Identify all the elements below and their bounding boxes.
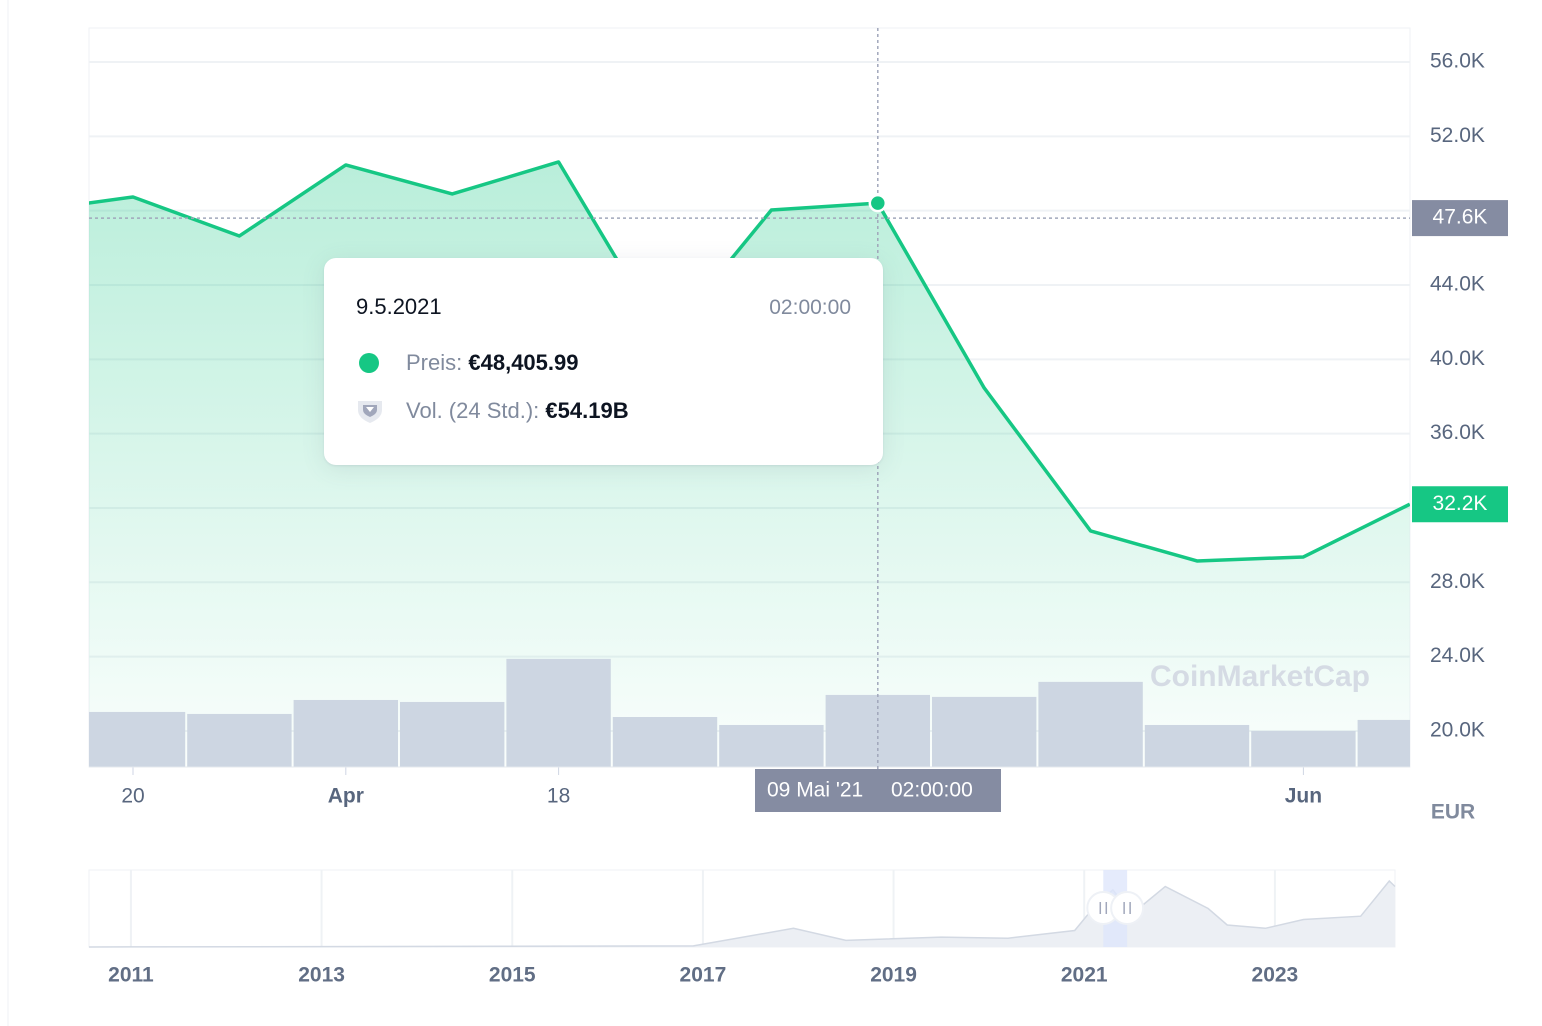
- navigator-year-label: 2017: [680, 964, 727, 987]
- volume-bar: [932, 696, 1037, 767]
- volume-bar: [293, 699, 398, 767]
- navigator-year-label: 2019: [870, 964, 917, 987]
- y-tick-label: 44.0K: [1430, 273, 1485, 296]
- y-tick-label: 52.0K: [1430, 124, 1485, 147]
- price-tag: [1412, 486, 1508, 523]
- crosshair-y-label: 47.6K: [1433, 206, 1488, 229]
- x-tick-label: Jun: [1285, 785, 1322, 808]
- navigator-year-label: 2015: [489, 964, 536, 987]
- volume-bar: [400, 701, 505, 767]
- volume-bar: [1038, 681, 1143, 767]
- navigator-handle[interactable]: [1110, 891, 1145, 925]
- navigator-year-label: 2023: [1252, 964, 1299, 987]
- crosshair-x-time: 02:00:00: [891, 779, 973, 802]
- volume-value: €54.19B: [545, 398, 629, 423]
- watermark: CoinMarketCap: [1150, 660, 1370, 693]
- tooltip-date: 9.5.2021: [356, 294, 442, 319]
- volume-bar: [1144, 724, 1250, 767]
- tooltip-price-row: Preis: €48,405.99: [406, 350, 578, 376]
- x-tick-label: 18: [547, 785, 570, 808]
- tooltip: 9.5.2021 02:00:00 Preis: €48,405.99 Vol.…: [324, 258, 883, 465]
- x-tick-label: 20: [121, 785, 144, 808]
- navigator-year-label: 2011: [108, 964, 154, 987]
- y-tick-label: 28.0K: [1430, 570, 1485, 593]
- volume-bar: [1357, 719, 1410, 767]
- volume-bar: [89, 711, 186, 767]
- price-dot: [359, 353, 379, 373]
- y-tick-label: 24.0K: [1430, 644, 1485, 667]
- crosshair-x-tag: [755, 769, 1001, 812]
- y-tick-label: 40.0K: [1430, 347, 1485, 370]
- tooltip-volume-row: Vol. (24 Std.): €54.19B: [406, 398, 629, 424]
- y-tick-label: 36.0K: [1430, 421, 1485, 444]
- navigator-year-label: 2021: [1061, 964, 1108, 987]
- tooltip-time: 02:00:00: [769, 296, 851, 319]
- y-tick-label: 20.0K: [1430, 718, 1485, 741]
- price-tag-label: 32.2K: [1433, 492, 1488, 515]
- volume-bar: [187, 713, 292, 767]
- volume-bar: [612, 716, 718, 767]
- volume-bar: [719, 724, 824, 767]
- x-tick-label: Apr: [328, 785, 364, 808]
- volume-bar: [506, 658, 611, 767]
- price-value: €48,405.99: [468, 350, 579, 375]
- y-tick-label: 56.0K: [1430, 50, 1485, 73]
- price-label: Preis:: [406, 350, 463, 375]
- y-axis-unit: EUR: [1431, 801, 1475, 824]
- hover-point: [868, 193, 888, 213]
- volume-label: Vol. (24 Std.):: [406, 398, 540, 423]
- crosshair-y-tag: [1412, 200, 1508, 237]
- volume-bar: [1251, 730, 1356, 767]
- crosshair-x-label: 09 Mai '21: [767, 779, 863, 802]
- volume-icon: [358, 401, 382, 423]
- navigator-year-label: 2013: [298, 964, 345, 987]
